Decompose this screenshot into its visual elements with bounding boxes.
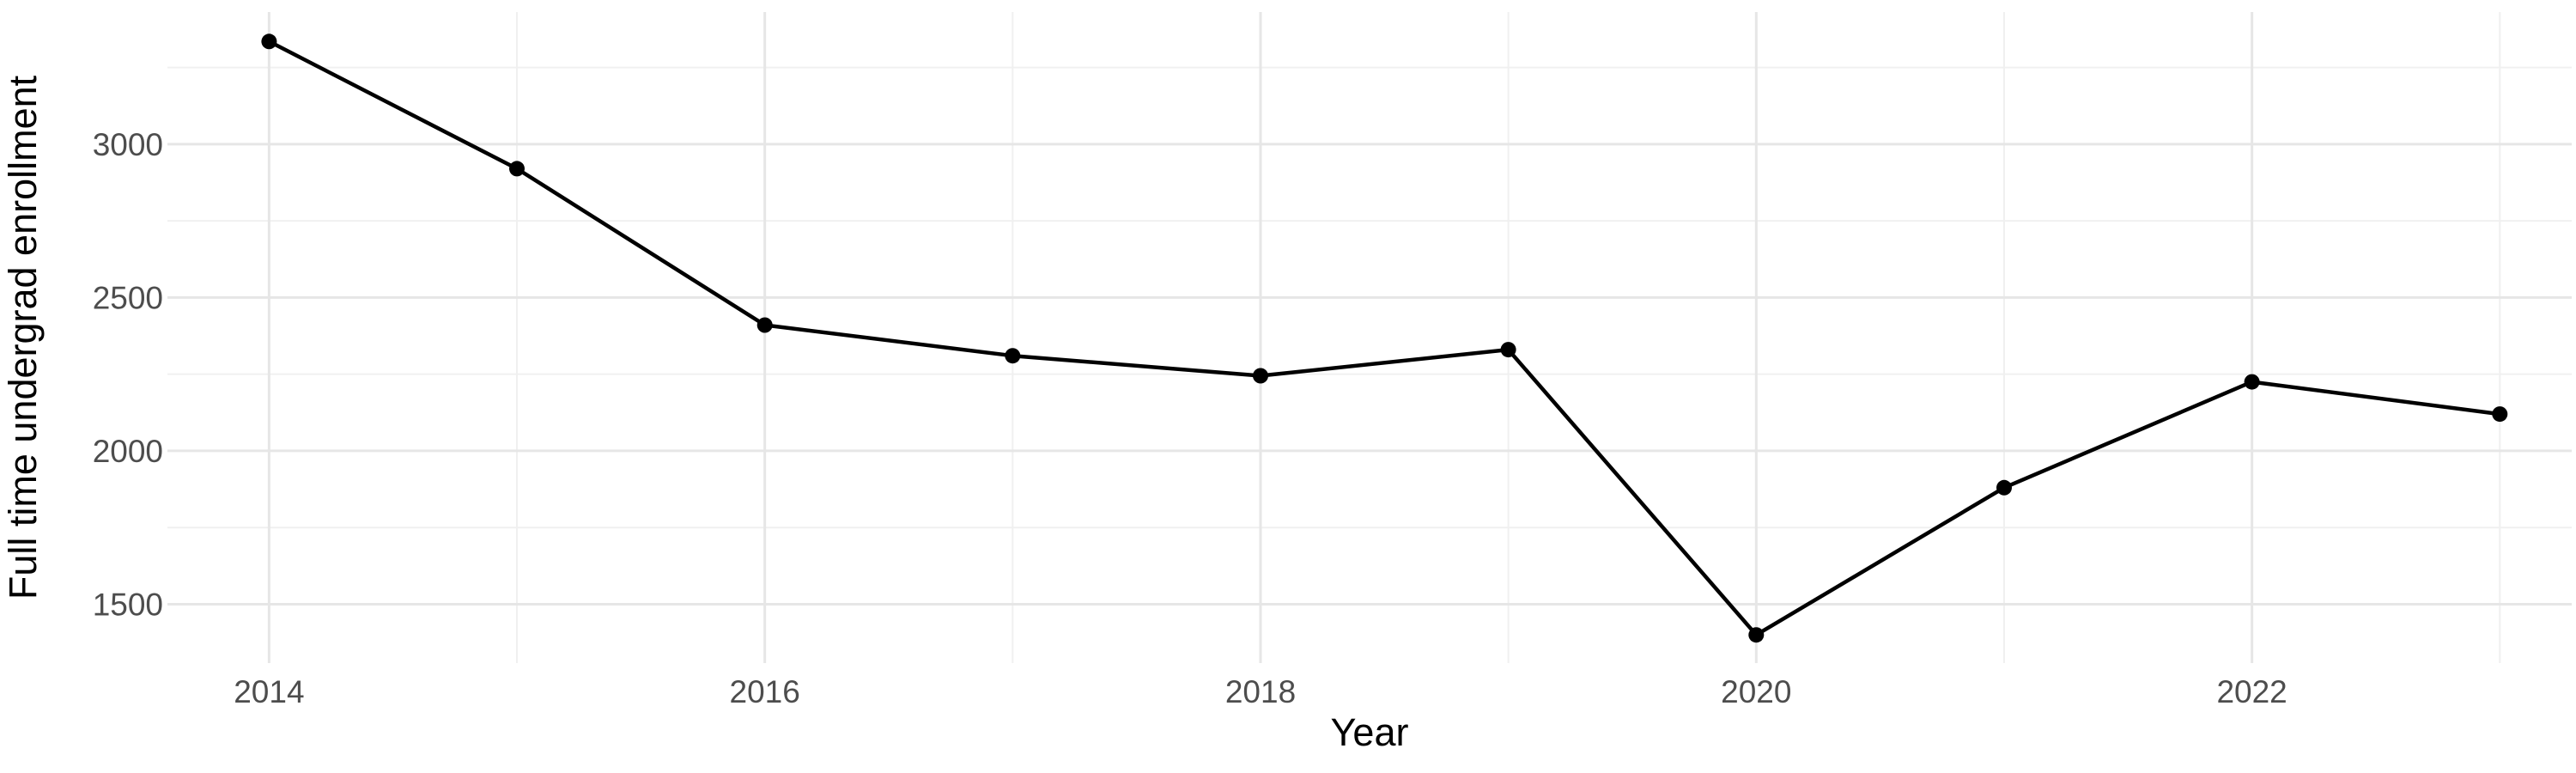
x-axis-title: Year bbox=[1331, 710, 1409, 754]
enrollment-series bbox=[261, 33, 2508, 643]
y-tick-label-2500: 2500 bbox=[93, 280, 163, 315]
y-axis-title: Full time undergrad enrollment bbox=[1, 75, 45, 600]
x-tick-label-2014: 2014 bbox=[234, 674, 304, 709]
data-point-2020 bbox=[1748, 627, 1765, 643]
x-tick-label-2018: 2018 bbox=[1225, 674, 1296, 709]
data-point-2018 bbox=[1253, 368, 1268, 384]
enrollment-line bbox=[268, 40, 2500, 637]
data-point-2022 bbox=[2244, 374, 2260, 390]
y-tick-label-1500: 1500 bbox=[93, 587, 163, 622]
y-tick-label-3000: 3000 bbox=[93, 127, 163, 162]
data-point-2015 bbox=[509, 161, 525, 177]
data-point-2014 bbox=[261, 33, 277, 50]
x-axis-tick-labels: 2014 2016 2018 2020 2022 bbox=[234, 674, 2287, 709]
gridlines-major bbox=[167, 12, 2572, 663]
gridlines-minor bbox=[167, 12, 2572, 663]
data-point-2016 bbox=[756, 317, 773, 333]
data-point-2023 bbox=[2492, 406, 2508, 423]
x-tick-label-2020: 2020 bbox=[1721, 674, 1791, 709]
data-point-2017 bbox=[1005, 348, 1021, 364]
x-tick-label-2022: 2022 bbox=[2216, 674, 2287, 709]
data-point-2019 bbox=[1500, 342, 1516, 358]
y-tick-label-2000: 2000 bbox=[93, 434, 163, 469]
y-axis-tick-labels: 3000 2500 2000 1500 bbox=[93, 127, 163, 623]
data-point-2021 bbox=[1996, 479, 2012, 496]
x-tick-label-2016: 2016 bbox=[730, 674, 800, 709]
